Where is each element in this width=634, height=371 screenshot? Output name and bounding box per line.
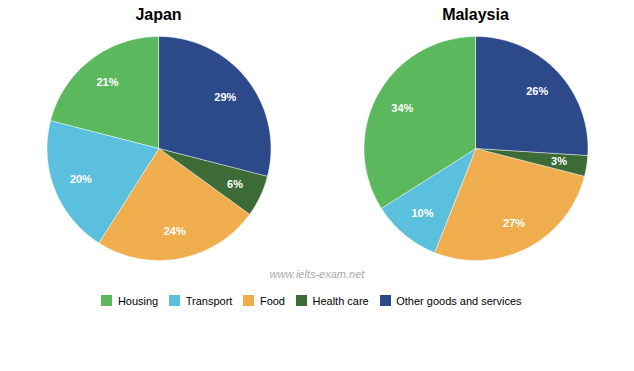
html-text:Other goods and services: Other goods and services	[396, 294, 522, 307]
svg-text:20%: 20%	[70, 173, 92, 185]
svg-text:26%: 26%	[526, 85, 548, 97]
svg-text:10%: 10%	[411, 207, 433, 219]
svg-text:24%: 24%	[164, 225, 186, 237]
html-text:Malaysia: Malaysia	[442, 6, 509, 23]
html-text:www.ielts-exam.net: www.ielts-exam.net	[269, 268, 365, 280]
html-text:Health care: Health care	[312, 294, 369, 307]
html-text:Food: Food	[259, 294, 285, 307]
svg-text:29%: 29%	[214, 91, 236, 103]
html-text:Housing: Housing	[117, 294, 159, 307]
html-text:Japan: Japan	[135, 6, 182, 23]
html-text:Transport: Transport	[185, 294, 233, 307]
svg-text:27%: 27%	[503, 217, 525, 229]
svg-text:21%: 21%	[97, 76, 119, 88]
svg-text:6%: 6%	[227, 178, 243, 190]
svg-text:3%: 3%	[551, 155, 567, 167]
svg-text:34%: 34%	[391, 102, 413, 114]
